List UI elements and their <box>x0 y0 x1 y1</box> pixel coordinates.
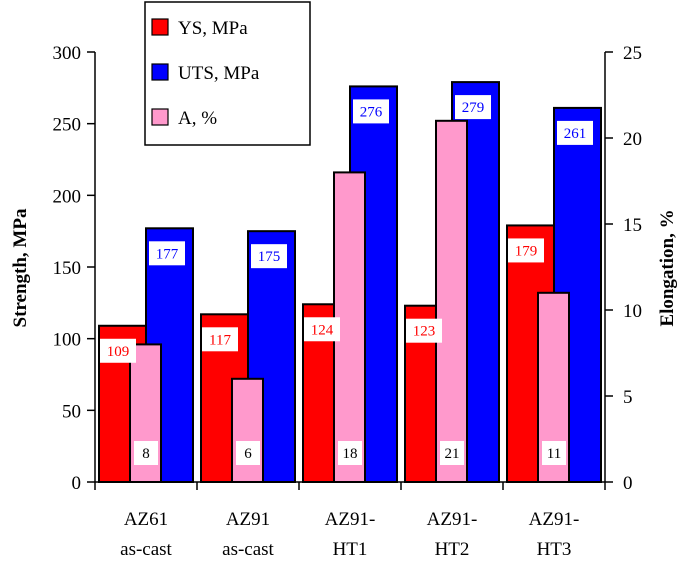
y-tick-label-6: 300 <box>53 43 82 64</box>
label-elong-0: 8 <box>142 446 150 462</box>
y-tick-label-2: 100 <box>53 330 82 351</box>
category-label-3-0: AZ91- <box>427 509 478 530</box>
category-label-2-1: HT1 <box>333 539 368 560</box>
category-label-0-1: as-cast <box>120 539 172 560</box>
label-elong-0-box <box>134 441 158 465</box>
label-ys-1: 117 <box>209 332 231 348</box>
label-ys-3-box <box>406 318 442 343</box>
label-elong-4-box <box>542 441 566 465</box>
label-uts-1-box <box>251 244 287 269</box>
y-axis-title: Strength, MPa <box>10 208 31 327</box>
label-ys-0-box <box>100 338 136 363</box>
y2-axis-title: Elongation, % <box>657 209 678 326</box>
category-label-3-1: HT2 <box>435 539 470 560</box>
y-tick-label-3: 150 <box>53 258 82 279</box>
label-uts-0-box <box>149 241 185 266</box>
bar-elong-3 <box>435 119 468 484</box>
label-elong-1-box <box>236 441 260 465</box>
label-uts-4-box <box>557 120 593 145</box>
label-elong-1: 6 <box>244 446 252 462</box>
y2-tick-label-2: 10 <box>623 301 642 322</box>
y2-tick-label-1: 5 <box>623 387 633 408</box>
label-elong-4: 11 <box>547 446 561 462</box>
label-ys-4-box <box>508 238 544 263</box>
label-uts-3-box <box>455 95 491 120</box>
label-uts-1: 175 <box>258 249 281 265</box>
category-label-2-0: AZ91- <box>325 509 376 530</box>
legend-swatch-2 <box>151 108 169 126</box>
legend-box <box>144 1 311 146</box>
axes-layer: AZ61 as-cast AZ91 as-cast AZ91- HT1 AZ91- HT2 AZ… <box>53 43 643 560</box>
label-uts-4: 261 <box>564 126 587 142</box>
label-ys-4: 179 <box>515 243 538 259</box>
label-elong-2: 18 <box>343 446 358 462</box>
legend-label-0: YS, MPa <box>178 18 248 39</box>
label-ys-3: 123 <box>413 324 436 340</box>
y2-tick-label-0: 0 <box>623 473 633 494</box>
label-elong-2-box <box>338 441 362 465</box>
data-labels-layer: 109 177 8 117 175 6 124 276 18 123 279 21 179 261 11 <box>100 95 593 465</box>
legend-label-1: UTS, MPa <box>178 63 260 84</box>
y2-tick-label-5: 25 <box>623 43 642 64</box>
label-elong-3: 21 <box>445 446 460 462</box>
legend-swatch-1 <box>151 63 169 81</box>
label-uts-2: 276 <box>360 104 383 120</box>
label-uts-3: 279 <box>462 100 485 116</box>
label-ys-1-box <box>202 327 238 352</box>
category-label-1-0: AZ91 <box>226 509 270 530</box>
legend: YS, MPa UTS, MPa A, % <box>144 1 311 146</box>
label-uts-2-box <box>353 99 389 124</box>
y-tick-label-5: 250 <box>53 115 82 136</box>
y-tick-label-1: 50 <box>62 401 81 422</box>
label-ys-2: 124 <box>311 322 334 338</box>
bars-layer <box>98 81 602 484</box>
category-label-1-1: as-cast <box>222 539 274 560</box>
bar-elong-1 <box>231 377 264 483</box>
label-ys-0: 109 <box>107 344 130 360</box>
y2-tick-label-4: 20 <box>623 129 642 150</box>
y-tick-label-4: 200 <box>53 186 82 207</box>
legend-label-2: A, % <box>178 108 217 129</box>
category-label-4-0: AZ91- <box>529 509 580 530</box>
category-label-0-0: AZ61 <box>124 509 168 530</box>
legend-swatch-0 <box>151 18 169 36</box>
category-label-4-1: HT3 <box>537 539 572 560</box>
label-ys-2-box <box>304 317 340 342</box>
y-tick-label-0: 0 <box>72 473 82 494</box>
label-uts-0: 177 <box>156 246 179 262</box>
y2-tick-label-3: 15 <box>623 215 642 236</box>
label-elong-3-box <box>440 441 464 465</box>
